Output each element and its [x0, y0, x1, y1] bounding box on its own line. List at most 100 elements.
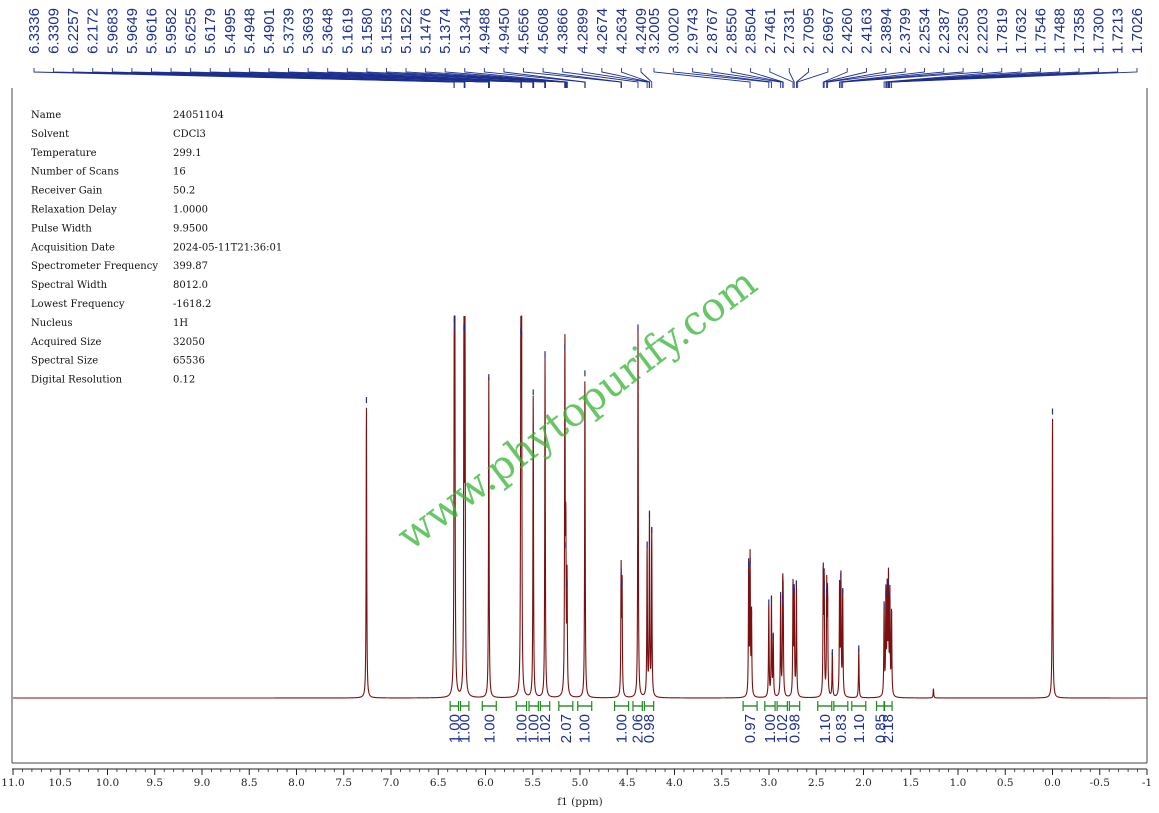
- peak-label-layer: 6.3336 6.3309 6.2257 6.2172 5.9683 5.9649 5.96…: [26, 8, 1146, 88]
- param-value: 32050: [173, 337, 205, 348]
- acquisition-parameters: Name 24051104 Solvent CDCl3 Temperature 299.1…: [30, 110, 282, 386]
- peak-shift-label: 3.0020: [665, 8, 682, 54]
- x-tick-label: 9.0: [194, 777, 211, 789]
- peak-label-leader: [788, 68, 795, 88]
- peak-shift-label: 2.8550: [723, 8, 740, 54]
- peak-shift-label: 5.4901: [261, 8, 278, 54]
- peak-shift-label: 5.9649: [124, 8, 141, 54]
- peak-label-leader: [503, 68, 586, 88]
- peak-shift-label: 5.3739: [281, 8, 298, 54]
- peak-shift-label: 5.1341: [457, 8, 474, 54]
- peak-label-leader: [562, 68, 639, 88]
- peak-shift-label: 6.3336: [26, 8, 43, 54]
- param-value: 2024-05-11T21:36:01: [173, 242, 282, 253]
- integral-value-label: 0.98: [641, 714, 658, 743]
- integral-value-label: 1.00: [762, 714, 779, 743]
- peak-shift-label: 5.3648: [320, 8, 337, 54]
- integral-value-label: 1.00: [577, 714, 594, 743]
- param-name: Solvent: [31, 129, 69, 140]
- x-tick-label: 7.0: [383, 777, 400, 789]
- peak-shift-label: 2.7461: [762, 8, 779, 54]
- peak-label-leader: [883, 68, 1003, 88]
- peak-shift-label: 2.2350: [955, 8, 972, 54]
- peak-label-leader: [672, 68, 770, 88]
- peak-shift-label: 2.8504: [743, 8, 760, 54]
- integral-value-label: 0.85: [873, 714, 890, 743]
- watermark: www.phytopurify.com: [389, 260, 766, 560]
- peak-label-leader: [826, 68, 887, 88]
- integral-value-label: 1.00: [457, 714, 474, 743]
- integral-value-label: 1.00: [513, 714, 530, 743]
- integral-value-label: 1.00: [481, 714, 498, 743]
- peak-shift-label: 1.7300: [1090, 8, 1107, 54]
- peak-shift-label: 5.6179: [202, 8, 219, 54]
- peak-shift-label: 6.2257: [65, 8, 82, 54]
- integral-value-label: 1.02: [774, 714, 791, 743]
- x-tick-label: 10.5: [49, 777, 72, 789]
- peak-shift-label: 5.1374: [437, 8, 454, 54]
- param-value: 1H: [173, 318, 188, 329]
- peak-label-leader: [840, 68, 964, 88]
- param-value: 0.12: [173, 375, 195, 386]
- x-tick-label: 1.0: [950, 777, 967, 789]
- peak-shift-label: 1.7358: [1071, 8, 1088, 54]
- peak-shift-label: 5.9582: [163, 8, 180, 54]
- x-tick-label: 4.0: [666, 777, 683, 789]
- peak-shift-label: 6.2172: [85, 8, 102, 54]
- peak-label-leader: [640, 68, 653, 88]
- peak-shift-label: 5.1476: [418, 8, 435, 54]
- peak-label-leader: [842, 68, 983, 88]
- x-tick-label: 0.0: [1044, 777, 1061, 789]
- peak-label-leader: [886, 68, 1061, 88]
- param-name: Spectrometer Frequency: [31, 261, 158, 272]
- param-name: Relaxation Delay: [31, 205, 117, 216]
- spectrum-trace: [13, 315, 1147, 699]
- x-tick-label: 10.0: [96, 777, 119, 789]
- integral-value-label: 0.83: [833, 714, 850, 743]
- param-value: CDCl3: [173, 129, 206, 140]
- peak-shift-label: 4.5608: [535, 8, 552, 54]
- peak-label-leader: [692, 68, 772, 88]
- x-axis-title: f1 (ppm): [557, 796, 603, 808]
- peak-shift-label: 4.9488: [476, 8, 493, 54]
- peak-shift-label: 2.3799: [897, 8, 914, 54]
- x-tick-label: 11.0: [1, 777, 24, 789]
- peak-shift-label: 5.9683: [104, 8, 121, 54]
- peak-label-leader: [209, 68, 523, 88]
- param-value: 399.87: [173, 261, 208, 272]
- peak-shift-label: 1.7488: [1052, 8, 1069, 54]
- peak-shift-label: 5.1619: [339, 8, 356, 54]
- x-tick-label: -1: [1142, 777, 1152, 789]
- integral-value-label: 1.00: [446, 714, 463, 743]
- integral-value-label: 2.07: [558, 714, 575, 743]
- peak-label-leader: [92, 68, 466, 88]
- peak-label-leader: [769, 68, 794, 88]
- param-name: Number of Scans: [31, 167, 119, 178]
- x-tick-label: 5.0: [572, 777, 589, 789]
- x-tick-label: 7.5: [335, 777, 352, 789]
- peak-shift-label: 5.1553: [378, 8, 395, 54]
- param-name: Nucleus: [31, 318, 72, 329]
- peak-label-leader: [620, 68, 651, 88]
- peak-shift-label: 2.7331: [781, 8, 798, 54]
- peak-shift-label: 1.7819: [994, 8, 1011, 54]
- peak-shift-label: 4.5656: [516, 8, 533, 54]
- peak-shift-label: 1.7213: [1110, 8, 1127, 54]
- peak-label-leader: [750, 68, 784, 88]
- param-value: 50.2: [173, 186, 195, 197]
- x-tick-label: 8.5: [241, 777, 258, 789]
- peak-label-leader: [889, 68, 1119, 88]
- param-value: 1.0000: [173, 205, 208, 216]
- peak-shift-label: 5.9616: [143, 8, 160, 54]
- param-name: Pulse Width: [31, 223, 92, 234]
- x-tick-label: 2.0: [855, 777, 872, 789]
- peak-shift-label: 4.2634: [613, 8, 630, 54]
- x-tick-label: 3.5: [713, 777, 730, 789]
- peak-shift-label: 4.3866: [555, 8, 572, 54]
- peak-label-leader: [885, 68, 1022, 88]
- x-tick-label: 5.5: [524, 777, 541, 789]
- param-value: 299.1: [173, 148, 202, 159]
- x-tick-label: 4.5: [619, 777, 636, 789]
- peak-shift-label: 2.8767: [704, 8, 721, 54]
- peak-label-leader: [425, 68, 567, 88]
